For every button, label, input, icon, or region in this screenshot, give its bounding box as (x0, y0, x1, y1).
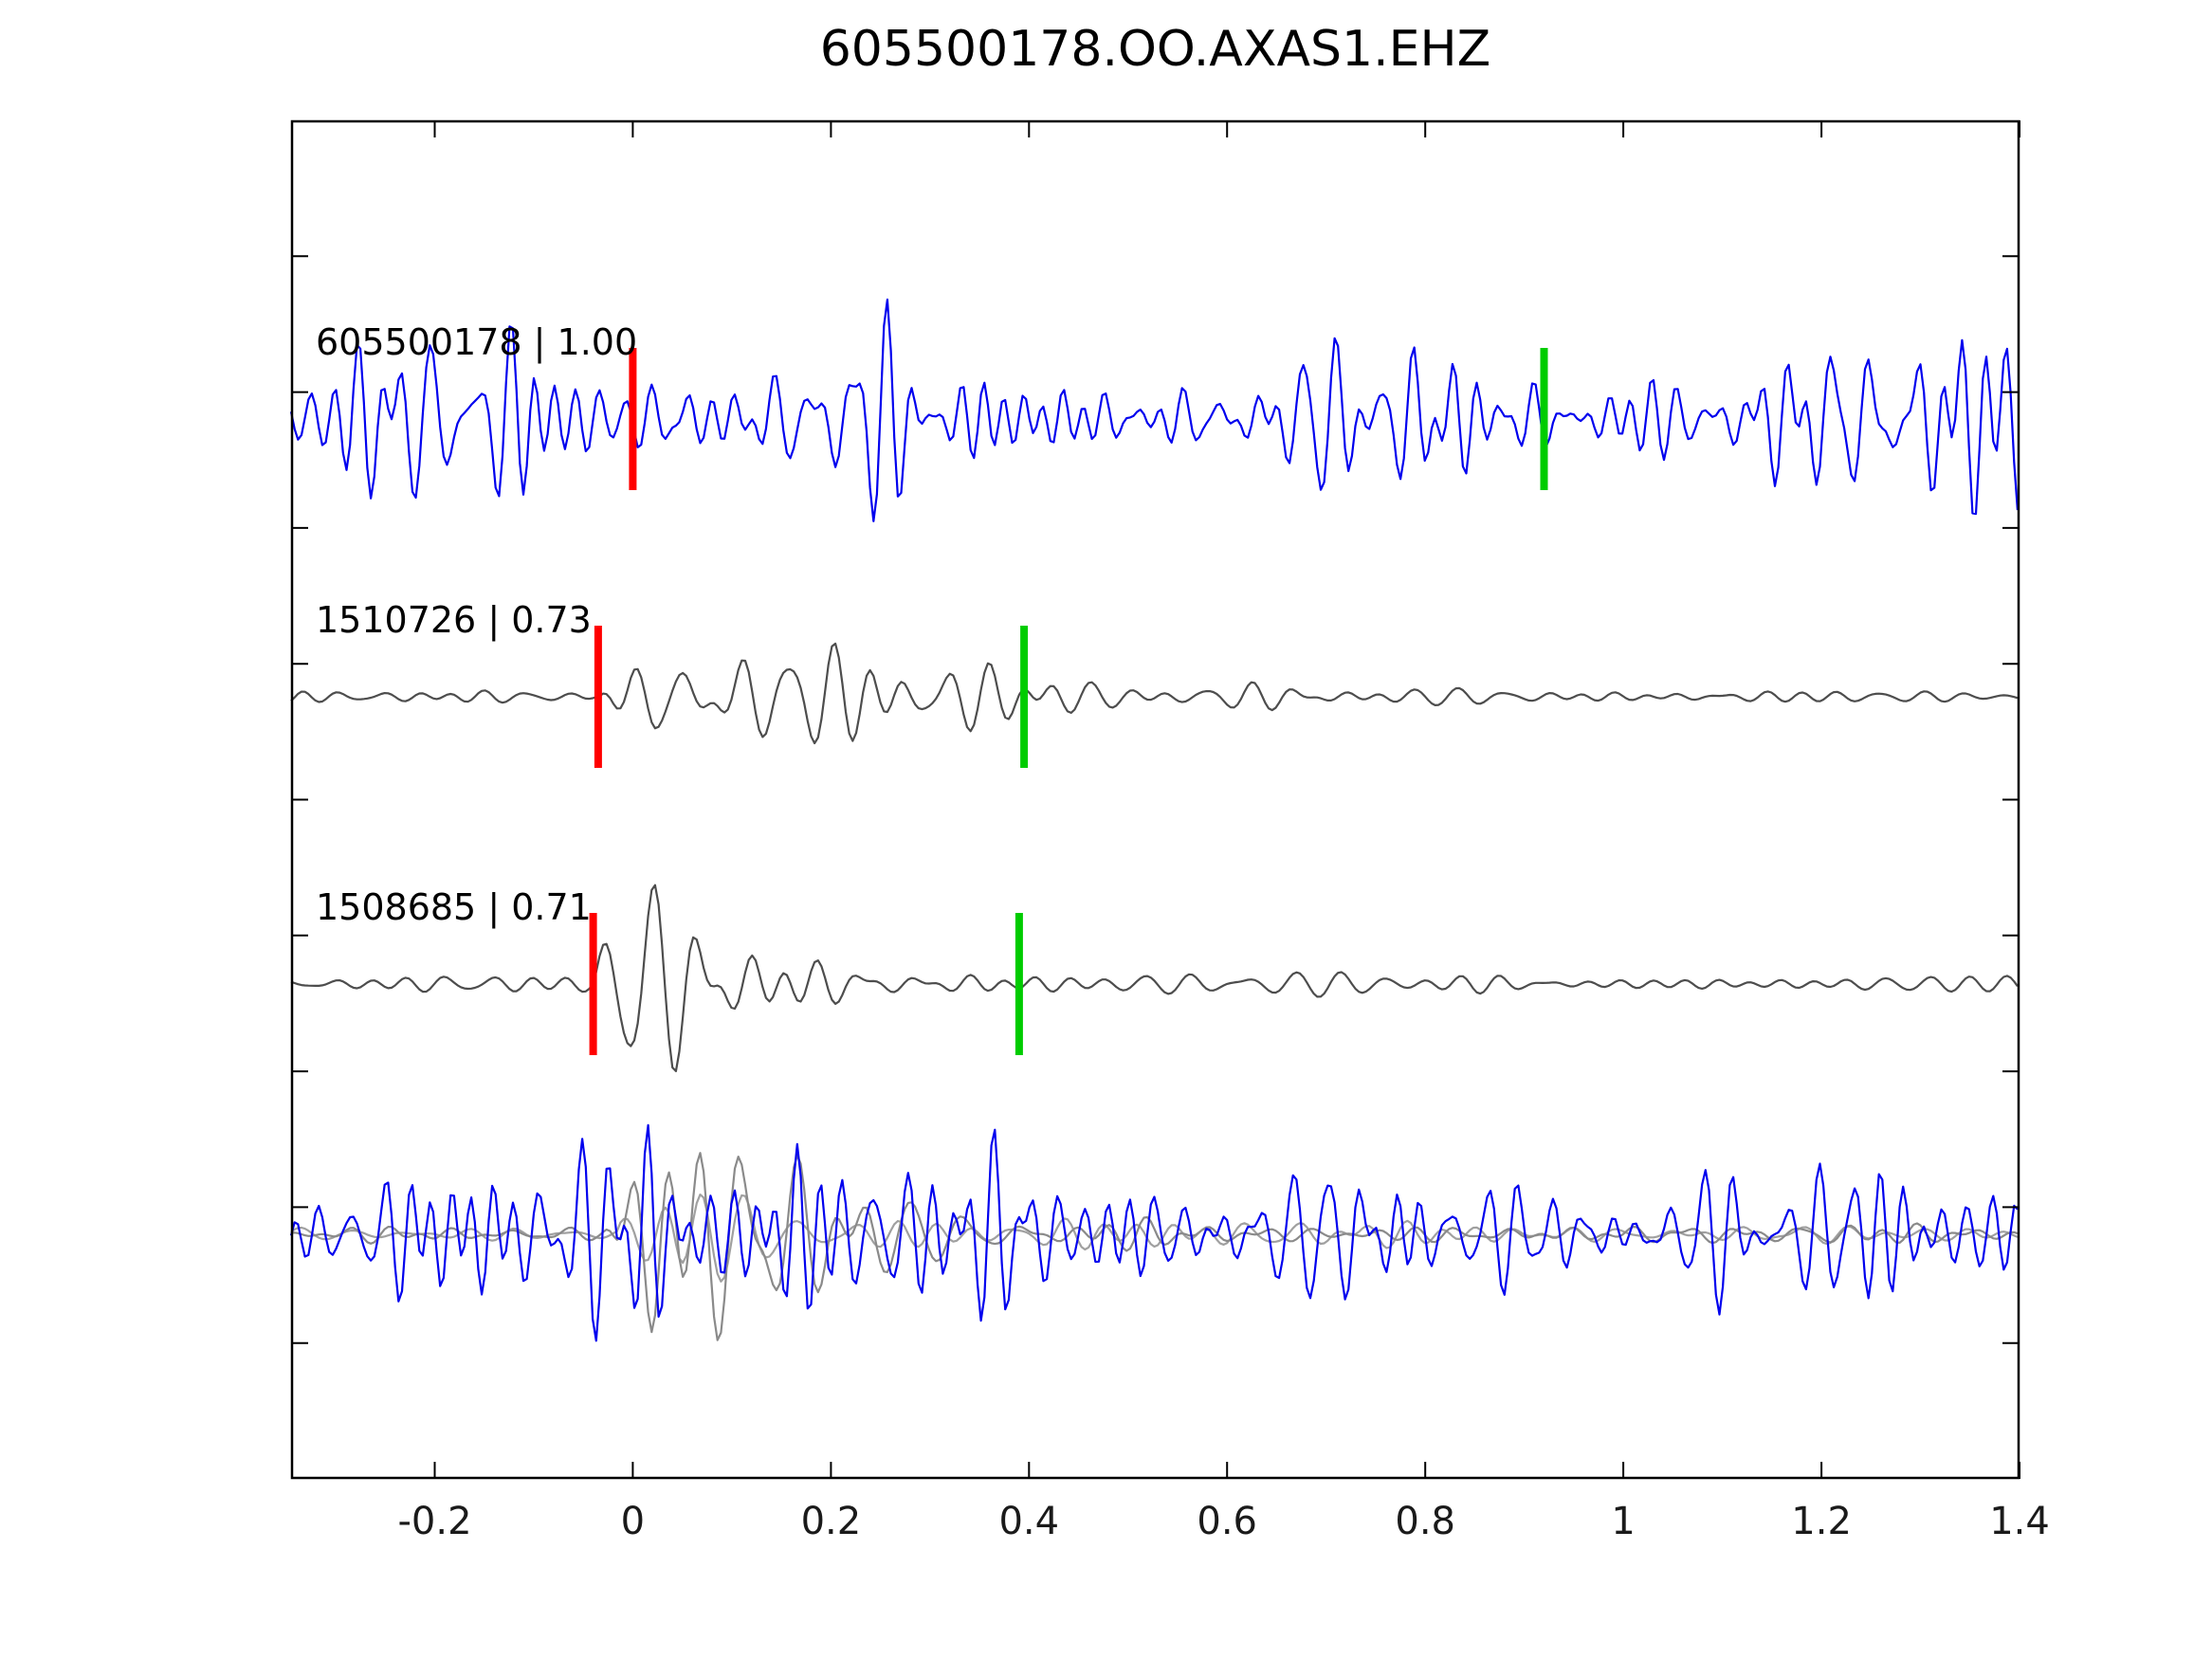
trace-path-1508685 (290, 884, 2019, 1073)
plot-area: 605500178 | 1.00 1510726 | 0.73 1508685 | … (289, 119, 2050, 1543)
green-pick-marker (1020, 626, 1029, 768)
x-tick-label: -0.2 (397, 1500, 471, 1543)
trace-label: 1508685 | 0.71 (316, 886, 592, 929)
trace-label: 1510726 | 0.73 (316, 599, 592, 642)
green-pick-marker (1540, 348, 1548, 490)
trace-label: 605500178 | 1.00 (316, 321, 637, 364)
trace-path-overlay-template-1 (290, 1152, 2019, 1341)
x-tick-label: 1 (1611, 1500, 1635, 1543)
waveform-svg: 605500178 | 1.00 1510726 | 0.73 1508685 | … (289, 119, 2050, 1543)
x-tick-label: 0 (621, 1500, 645, 1543)
axis-border (290, 119, 2020, 1480)
x-tick-label: 0.2 (801, 1500, 862, 1543)
trace-path-605500178 (289, 298, 2019, 522)
red-pick-marker (594, 626, 602, 768)
green-pick-marker (1015, 913, 1023, 1055)
x-tick-label: 0.8 (1395, 1500, 1455, 1543)
x-tick-label: 0.6 (1197, 1500, 1257, 1543)
x-tick-label: 1.4 (1989, 1500, 2050, 1543)
x-tick-label: 0.4 (998, 1500, 1059, 1543)
red-pick-marker (629, 348, 637, 490)
trace-path-overlay-detection (289, 1123, 2019, 1342)
trace-path-1510726 (290, 642, 2019, 745)
x-tick-label: 1.2 (1791, 1500, 1852, 1543)
figure-title: 605500178.OO.AXAS1.EHZ (819, 21, 1491, 78)
red-pick-marker (589, 913, 597, 1055)
